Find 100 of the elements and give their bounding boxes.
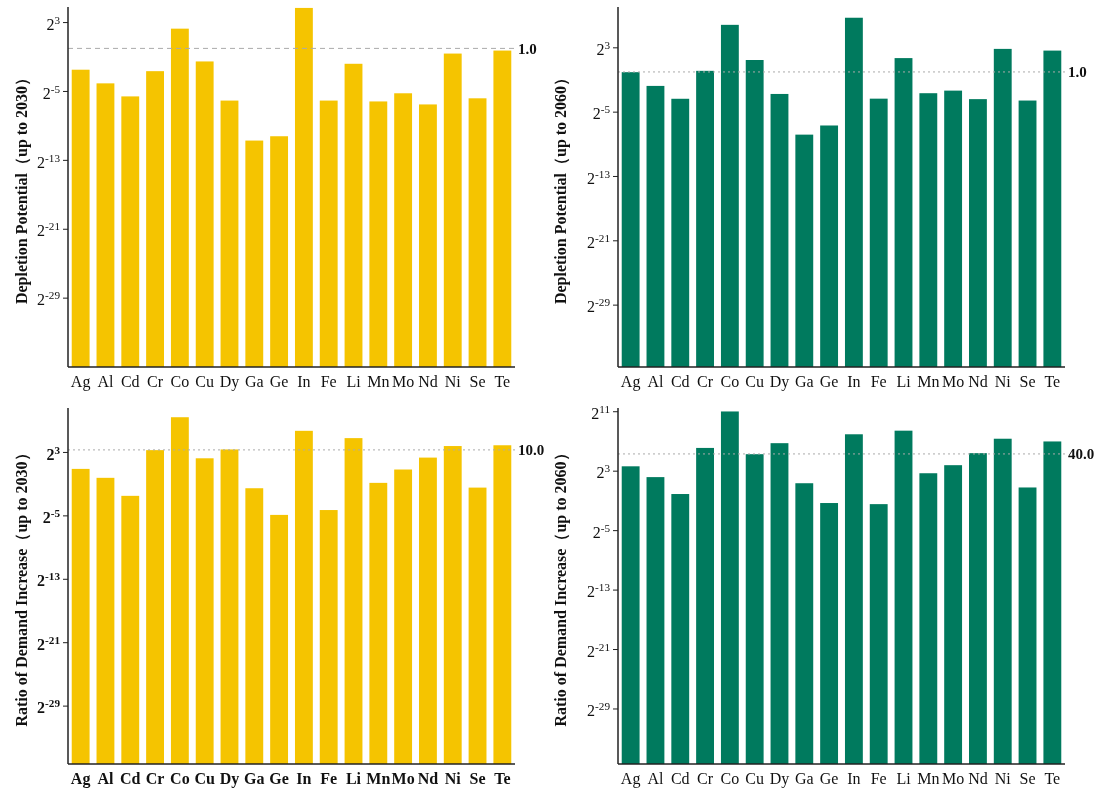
y-tick-label: 2$^{-21}$ [37,220,60,240]
x-tick-label: Co [170,770,190,787]
x-tick-label: Fe [870,770,887,787]
y-tick-label: 2$^{-13}$ [37,570,61,590]
x-tick-label: Cd [670,770,690,787]
x-tick-label: Mn [367,373,390,390]
y-tick-label: 2$^{11}$ [591,402,610,422]
x-tick-label: Dy [769,770,790,788]
x-tick-label: Cu [745,373,765,390]
x-tick-label: Ga [244,373,264,390]
x-tick-label: Ge [269,770,289,787]
x-tick-label: Li [346,373,362,390]
x-tick-label: Te [1044,373,1061,390]
x-tick-label: Cr [147,373,164,390]
x-tick-label: Nd [418,373,438,390]
x-tick-label: Ag [70,373,91,391]
y-tick-label: 2$^{-5}$ [592,103,611,123]
x-tick-label: In [297,373,311,390]
y-tick-label: 2$^{-29}$ [587,296,611,316]
x-tick-label: Ge [269,373,289,390]
y-axis-title: Depletion Potential（up to 2060） [552,69,570,305]
x-tick-label: Ge [819,770,839,787]
x-tick-label: Co [720,373,740,390]
y-tick-label: 2$^{-21}$ [587,232,610,252]
x-tick-label: Li [896,373,912,390]
x-tick-label: Se [1019,770,1036,787]
x-tick-label: Se [1019,373,1036,390]
x-tick-label: Ni [994,373,1012,390]
x-tick-label: Te [494,770,511,787]
ref-line-label: 1.0 [1068,64,1087,81]
x-tick-label: Ni [444,373,462,390]
x-tick-label: Ag [620,770,641,788]
x-tick-label: Fe [320,770,338,787]
y-axis-title: Ratio of Demand Increase（up to 2060） [552,445,570,727]
x-tick-label: Co [170,373,190,390]
x-tick-label: Nd [417,770,439,787]
x-tick-label: Cu [194,770,216,787]
y-tick-label: 2$^{-21}$ [37,633,61,653]
y-tick-label: 2$^{-29}$ [37,697,61,717]
x-tick-label: Cd [120,373,140,390]
x-tick-label: Mo [392,373,415,390]
x-tick-label: Ni [444,770,462,787]
x-tick-label: Cd [670,373,690,390]
x-tick-label: Te [494,373,511,390]
x-tick-label: Se [469,373,486,390]
x-tick-label: Dy [219,373,240,391]
y-tick-label: 2$^{-29}$ [37,289,61,309]
x-tick-label: Se [469,770,486,787]
x-tick-label: Ga [794,373,814,390]
x-tick-label: Cu [745,770,765,787]
x-tick-label: Cu [195,373,215,390]
x-tick-label: Al [97,373,115,390]
x-tick-label: Mn [366,770,391,787]
y-tick-label: 2$^{3}$ [596,462,611,482]
x-tick-label: Fe [320,373,337,390]
x-tick-label: Cr [697,373,714,390]
y-tick-label: 2$^{-13}$ [587,167,611,187]
x-tick-label: In [296,770,312,787]
x-tick-label: Dy [219,770,240,788]
x-tick-label: In [847,373,861,390]
y-tick-label: 2$^{-5}$ [42,507,61,527]
ref-line-label: 1.0 [518,40,537,57]
y-tick-label: 2$^{3}$ [46,443,61,463]
x-tick-label: Cr [145,770,165,787]
x-tick-label: In [847,770,861,787]
x-tick-label: Li [345,770,362,787]
y-tick-label: 2$^{-21}$ [587,640,610,660]
y-tick-label: 2$^{3}$ [596,39,611,59]
y-tick-label: 2$^{-13}$ [587,581,611,601]
x-tick-label: Cr [697,770,714,787]
x-tick-label: Al [647,770,665,787]
x-tick-label: Mn [917,373,940,390]
y-axis-title: Ratio of Demand Increase（up to 2030） [13,445,31,727]
y-tick-label: 2$^{-13}$ [37,151,61,171]
ref-line-label: 10.0 [518,442,545,459]
ref-line-label: 40.0 [1068,446,1095,463]
y-tick-label: 2$^{3}$ [46,13,61,33]
x-tick-label: Cd [120,770,141,787]
x-tick-label: Mn [917,770,940,787]
x-tick-label: Ni [994,770,1012,787]
x-tick-label: Fe [870,373,887,390]
y-axis-title: Depletion Potential（up to 2030） [13,69,31,305]
x-tick-label: Ag [70,770,91,788]
x-tick-label: Ag [620,373,641,391]
x-tick-label: Al [97,770,115,787]
x-tick-label: Dy [769,373,790,391]
x-tick-label: Co [720,770,740,787]
x-tick-label: Li [896,770,912,787]
x-tick-label: Nd [968,770,988,787]
x-tick-label: Mo [942,373,965,390]
y-tick-label: 2$^{-5}$ [592,521,611,541]
x-tick-label: Ga [794,770,814,787]
x-tick-label: Nd [968,373,988,390]
x-tick-label: Ge [819,373,839,390]
x-tick-label: Al [647,373,665,390]
x-tick-label: Ga [244,770,265,787]
y-tick-label: 2$^{-5}$ [42,82,61,102]
x-tick-label: Mo [942,770,965,787]
y-tick-label: 2$^{-29}$ [587,700,611,720]
x-tick-label: Te [1044,770,1061,787]
